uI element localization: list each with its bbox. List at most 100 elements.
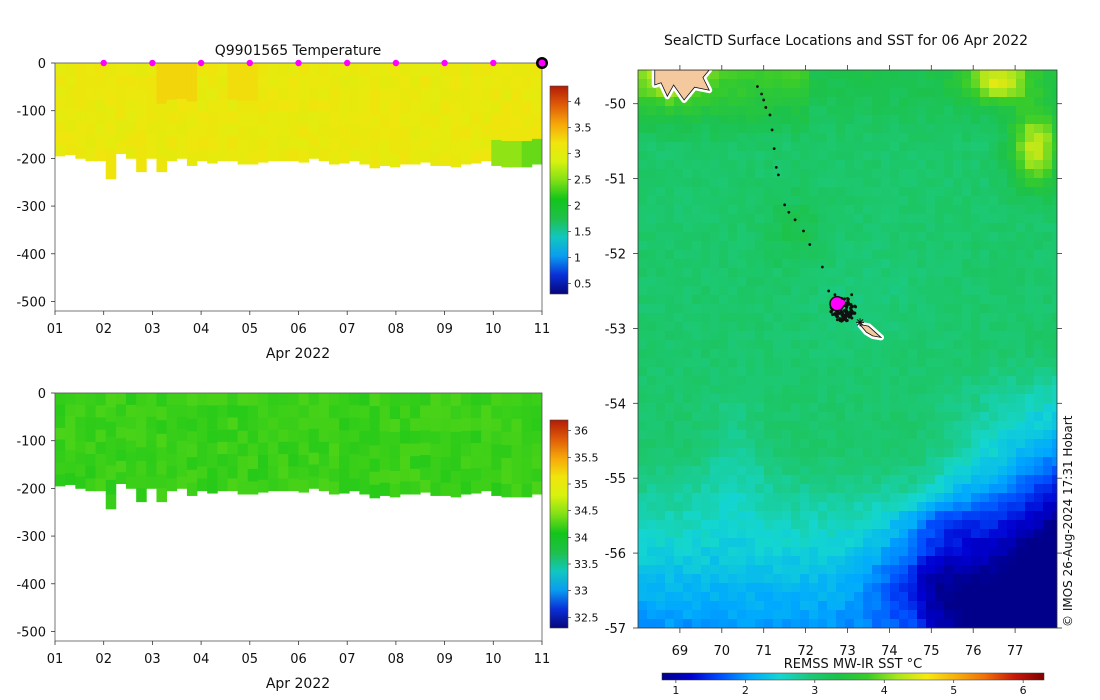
sst-cell (926, 205, 936, 215)
sst-cell (800, 439, 810, 449)
sst-cell (773, 160, 783, 170)
sst-cell (1052, 601, 1057, 611)
sst-cell (944, 376, 954, 386)
sst-cell (638, 448, 648, 458)
sst-cell (917, 502, 927, 512)
sst-cell (935, 295, 945, 305)
sst-cell (971, 313, 981, 323)
section-cell (481, 466, 492, 479)
section-cell (491, 88, 502, 102)
section-cell (257, 467, 269, 481)
section-cell (410, 63, 421, 77)
sst-cell (989, 403, 999, 413)
sst-cell (656, 187, 666, 197)
sst-cell (719, 466, 729, 476)
section-cell (531, 63, 542, 77)
sst-cell (782, 574, 792, 584)
sst-cell (692, 313, 702, 323)
sst-cell (791, 97, 801, 107)
sst-cell (863, 583, 873, 593)
sst-cell (737, 322, 747, 332)
sst-cell (971, 277, 981, 287)
sst-cell (854, 475, 864, 485)
sst-cell (701, 250, 711, 260)
sst-cell (737, 547, 747, 557)
sst-cell (683, 457, 693, 467)
sst-cell (845, 502, 855, 512)
sst-cell (935, 232, 945, 242)
section-cell (176, 452, 188, 465)
sst-cell (980, 502, 990, 512)
sst-cell (683, 511, 693, 521)
sst-cell (917, 349, 927, 359)
sst-cell (728, 403, 738, 413)
sst-cell (638, 79, 648, 89)
sst-cell (1007, 178, 1017, 188)
sst-cell (809, 178, 819, 188)
sst-cell (674, 385, 684, 395)
sst-cell (953, 583, 963, 593)
sst-cell (764, 349, 774, 359)
section-cell (136, 447, 147, 462)
sst-cell (1034, 259, 1044, 269)
section-cell (156, 117, 168, 132)
sst-cell (917, 142, 927, 152)
sst-cell (692, 124, 702, 134)
sst-cell (962, 286, 972, 296)
section-cell (288, 99, 299, 113)
profile-marker (441, 59, 448, 67)
sst-cell (809, 241, 819, 251)
sst-cell (782, 205, 792, 215)
section-cell (369, 89, 381, 103)
sst-cell (1052, 475, 1057, 485)
section-cell (379, 444, 391, 458)
sst-cell (926, 97, 936, 107)
sst-cell (1016, 232, 1026, 242)
section-cell (207, 480, 218, 494)
sst-cell (980, 358, 990, 368)
section-cell (399, 100, 411, 114)
sst-cell (818, 565, 828, 575)
sst-cell (818, 70, 828, 80)
section-cell (440, 431, 452, 445)
sst-cell (926, 475, 936, 485)
sst-cell (998, 403, 1008, 413)
sst-cell (962, 178, 972, 188)
section-cell (237, 138, 249, 152)
sst-cell (998, 367, 1008, 377)
map-lat-tick-label: -53 (605, 322, 626, 337)
sst-cell (809, 529, 819, 539)
sst-cell (665, 286, 675, 296)
sst-cell (755, 349, 765, 359)
sst-cell (917, 313, 927, 323)
sst-cell (656, 538, 666, 548)
sst-cell (764, 268, 774, 278)
sst-cell (737, 169, 747, 179)
sst-cell (953, 250, 963, 260)
sst-cell (845, 448, 855, 458)
sst-cell (953, 376, 963, 386)
sst-cell (683, 223, 693, 233)
sst-cell (773, 241, 783, 251)
section-cell (318, 429, 330, 443)
sst-cell (1052, 169, 1057, 179)
sst-cell (773, 232, 783, 242)
sst-cell (908, 70, 918, 80)
sst-cell (872, 601, 882, 611)
section-cell (389, 88, 401, 103)
section-cell (85, 478, 96, 492)
x-tick-label: 06 (290, 652, 307, 667)
sst-cell (773, 412, 783, 422)
sst-cell (809, 133, 819, 143)
sst-cell (962, 493, 972, 503)
sst-cell (836, 583, 846, 593)
sst-cell (998, 610, 1008, 620)
sst-cell (944, 295, 954, 305)
section-cell (146, 452, 157, 465)
section-cell (288, 405, 299, 418)
sst-cell (827, 97, 837, 107)
sst-cell (719, 97, 729, 107)
sst-cell (1052, 232, 1057, 242)
cluster-dot (844, 311, 848, 315)
sst-cell (836, 430, 846, 440)
